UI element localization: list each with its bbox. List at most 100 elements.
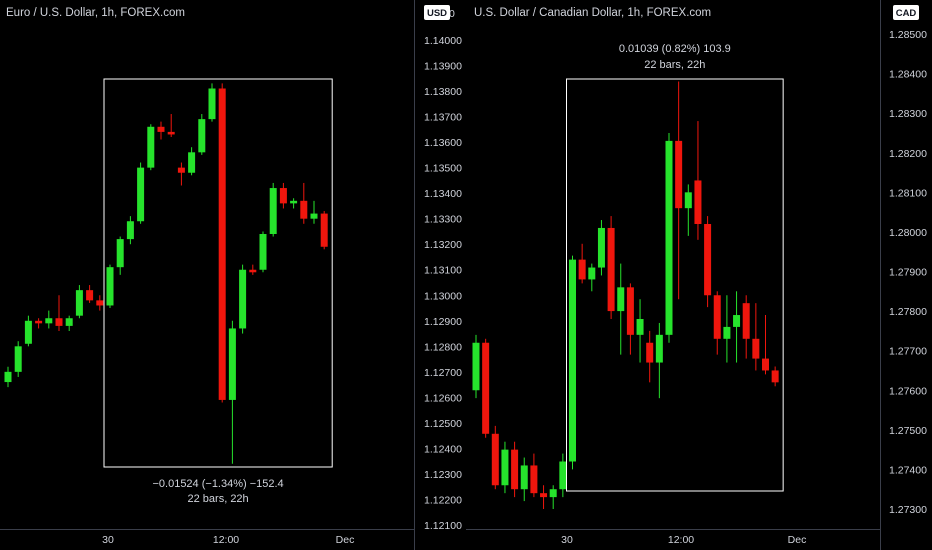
candle[interactable]: [520, 457, 528, 502]
candle-body: [742, 303, 750, 339]
price-tick-label: 1.27700: [889, 346, 927, 358]
candle[interactable]: [588, 263, 596, 292]
candle[interactable]: [55, 295, 63, 331]
candle[interactable]: [290, 198, 298, 209]
candle-body: [665, 140, 673, 335]
currency-badge[interactable]: [893, 5, 919, 20]
candle[interactable]: [198, 114, 206, 155]
candle[interactable]: [540, 485, 548, 509]
candle[interactable]: [733, 291, 741, 363]
candle[interactable]: [126, 216, 134, 245]
candle[interactable]: [259, 231, 267, 273]
time-tick-label: 30: [102, 534, 114, 546]
candle[interactable]: [742, 295, 750, 359]
candle[interactable]: [569, 255, 576, 470]
currency-badge[interactable]: [424, 5, 450, 20]
measure-box[interactable]: [103, 78, 333, 468]
candle[interactable]: [4, 366, 12, 388]
price-tick-label: 1.27800: [889, 306, 927, 318]
price-tick-label: 1.12700: [424, 367, 462, 379]
candle[interactable]: [269, 182, 277, 237]
candle[interactable]: [762, 315, 769, 375]
symbol-title[interactable]: Euro / U.S. Dollar, 1h, FOREX.com: [6, 7, 185, 19]
price-tick-label: 1.13600: [424, 137, 462, 149]
candle-body: [771, 370, 779, 383]
candle[interactable]: [636, 299, 644, 363]
candle[interactable]: [35, 318, 43, 329]
candle[interactable]: [279, 182, 287, 209]
candle-body: [597, 227, 605, 268]
candle[interactable]: [249, 264, 257, 275]
time-axis[interactable]: 30 12:00 Dec: [102, 534, 354, 546]
candle[interactable]: [24, 315, 32, 347]
price-axis[interactable]: 1.28500 1.28400 1.28300 1.28200 1.28100 1.280…: [889, 29, 927, 516]
symbol-title[interactable]: U.S. Dollar / Canadian Dollar, 1h, FOREX…: [474, 7, 711, 19]
candle[interactable]: [549, 485, 557, 509]
candle[interactable]: [530, 453, 538, 498]
usdcad-chart-panel[interactable]: 0.01039 (0.82%) 103.9 22 bars, 22h U.S. …: [466, 0, 932, 550]
candle[interactable]: [472, 334, 480, 399]
candle[interactable]: [482, 338, 490, 438]
candle[interactable]: [137, 162, 145, 224]
candle[interactable]: [65, 315, 73, 331]
candle[interactable]: [694, 121, 702, 240]
candle[interactable]: [116, 236, 124, 275]
candle-body: [55, 318, 63, 326]
candle-body: [607, 227, 615, 312]
candle-body: [320, 213, 328, 247]
candle-body: [569, 259, 576, 462]
candle[interactable]: [86, 285, 94, 303]
candle[interactable]: [626, 283, 634, 355]
candle[interactable]: [218, 83, 226, 403]
candle[interactable]: [723, 295, 731, 363]
candle[interactable]: [320, 211, 328, 250]
candle[interactable]: [511, 441, 519, 498]
candle[interactable]: [607, 216, 615, 319]
candle[interactable]: [106, 264, 114, 309]
candle[interactable]: [177, 162, 185, 186]
candle[interactable]: [617, 263, 625, 355]
candle[interactable]: [597, 220, 605, 276]
candle-body: [35, 320, 43, 324]
candle[interactable]: [501, 441, 509, 494]
candle[interactable]: [167, 114, 175, 137]
time-axis[interactable]: 30 12:00 Dec: [561, 534, 806, 546]
eurusd-chart[interactable]: −0.01524 (−1.34%) −152.4 22 bars, 22h Eu…: [0, 0, 466, 550]
measure-box[interactable]: [566, 78, 784, 492]
usdcad-chart[interactable]: 0.01039 (0.82%) 103.9 22 bars, 22h U.S. …: [466, 0, 932, 550]
price-tick-label: 1.12300: [424, 469, 462, 481]
candle[interactable]: [704, 216, 712, 308]
candle[interactable]: [752, 303, 760, 371]
candle[interactable]: [655, 322, 663, 399]
price-axis[interactable]: 1.14000 1.13900 1.13800 1.13700 1.13600 1.135…: [424, 35, 462, 532]
candle[interactable]: [684, 184, 692, 236]
candle[interactable]: [578, 243, 586, 284]
candle[interactable]: [771, 366, 779, 387]
price-tick-label: 1.12200: [424, 494, 462, 506]
candle[interactable]: [45, 310, 53, 329]
candle[interactable]: [14, 341, 22, 377]
candle[interactable]: [228, 320, 236, 464]
candle[interactable]: [188, 147, 196, 176]
candle[interactable]: [300, 182, 308, 224]
candle[interactable]: [75, 285, 83, 319]
candle[interactable]: [310, 200, 318, 224]
candle[interactable]: [96, 295, 104, 311]
candle-body: [116, 239, 124, 268]
candle[interactable]: [239, 264, 247, 334]
candle[interactable]: [491, 425, 499, 490]
eurusd-chart-panel[interactable]: −0.01524 (−1.34%) −152.4 22 bars, 22h Eu…: [0, 0, 466, 550]
candle[interactable]: [713, 291, 721, 355]
candle[interactable]: [208, 83, 216, 122]
candle-body: [617, 287, 625, 312]
candle[interactable]: [665, 132, 673, 343]
candle[interactable]: [559, 453, 567, 498]
candle-body: [300, 200, 308, 219]
price-tick-label: 1.13500: [424, 163, 462, 175]
candle[interactable]: [646, 330, 654, 383]
candle[interactable]: [147, 124, 155, 171]
candle[interactable]: [157, 121, 165, 140]
price-tick-partial: 0: [449, 8, 455, 20]
candle[interactable]: [675, 81, 683, 300]
candle-body: [188, 152, 196, 173]
